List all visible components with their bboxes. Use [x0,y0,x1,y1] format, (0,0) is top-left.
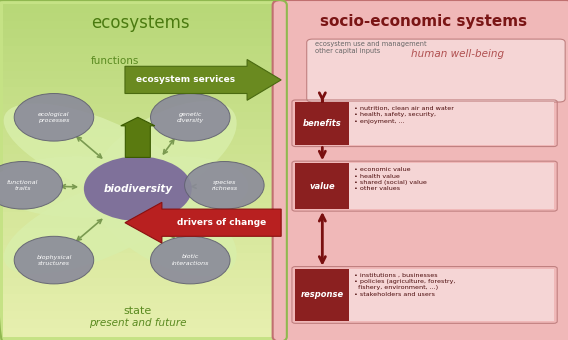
Bar [3,294,278,304]
FancyBboxPatch shape [0,0,287,340]
Bar [3,37,278,47]
Bar [3,87,278,96]
Ellipse shape [185,162,264,209]
FancyBboxPatch shape [273,0,568,340]
Bar [3,253,278,262]
Bar [3,112,278,121]
Text: benefits: benefits [303,119,342,128]
Ellipse shape [151,236,230,284]
Bar [3,71,278,80]
Text: drivers of change: drivers of change [177,218,266,227]
Text: value: value [310,182,335,191]
Text: • institutions , businesses
• policies (agriculture, forestry,
  fishery, enviro: • institutions , businesses • policies (… [354,273,455,297]
Bar [3,328,278,337]
Text: present and future: present and future [89,318,186,328]
Text: functions: functions [91,56,139,66]
Ellipse shape [91,101,237,205]
Bar [3,13,278,22]
Ellipse shape [91,172,237,276]
Text: biotic
interactions: biotic interactions [172,255,209,266]
Bar [295,269,349,321]
Bar [3,145,278,154]
FancyArrowPatch shape [77,220,102,240]
Bar [3,237,278,245]
Text: ecosystem services: ecosystem services [136,75,236,84]
FancyArrowPatch shape [164,140,174,154]
Text: response: response [301,290,344,300]
Text: ecological
processes: ecological processes [38,112,70,123]
Bar [3,29,278,38]
Bar [3,137,278,146]
Bar [3,311,278,320]
Polygon shape [125,59,281,100]
Bar [3,319,278,328]
FancyArrowPatch shape [186,185,196,189]
Ellipse shape [3,175,188,274]
Bar [3,79,278,88]
Text: • nutrition, clean air and water
• health, safety, security,
• enjoyment, ...: • nutrition, clean air and water • healt… [354,106,454,124]
Bar [295,102,349,144]
Bar [3,220,278,229]
Polygon shape [121,117,155,157]
Text: genetic
diversity: genetic diversity [177,112,204,123]
Ellipse shape [84,156,192,221]
Text: species
richness: species richness [211,180,237,191]
Ellipse shape [14,236,94,284]
Bar [295,163,349,209]
Bar [349,163,554,209]
Ellipse shape [3,103,188,203]
Bar [3,228,278,237]
Bar [3,154,278,163]
Bar [3,178,278,187]
Bar [3,63,278,71]
Ellipse shape [14,94,94,141]
Bar [3,278,278,287]
Bar [3,104,278,113]
Bar [3,4,278,13]
Bar [3,195,278,204]
Bar [3,303,278,312]
Text: ecosystem use and management
other capital inputs: ecosystem use and management other capit… [315,41,427,54]
Bar [3,129,278,138]
Ellipse shape [151,94,230,141]
Polygon shape [125,202,281,243]
Bar [3,261,278,270]
Text: functional
traits: functional traits [7,180,39,191]
Text: ecosystems: ecosystems [91,14,190,32]
FancyArrowPatch shape [61,185,77,189]
Ellipse shape [0,156,170,218]
Text: state: state [124,306,152,316]
Bar [3,162,278,171]
FancyArrowPatch shape [77,137,102,158]
Bar [3,211,278,221]
Bar [3,170,278,179]
Text: human well-being: human well-being [411,49,504,58]
Bar [3,286,278,295]
Bar [3,203,278,212]
Bar [349,102,554,144]
Bar [3,21,278,30]
Ellipse shape [0,162,62,209]
Bar [3,46,278,55]
Ellipse shape [114,156,248,218]
FancyBboxPatch shape [307,39,565,102]
Bar [3,270,278,278]
Bar [3,120,278,130]
Bar [3,187,278,196]
FancyArrowPatch shape [164,224,174,238]
Bar [349,269,554,321]
Text: biophysical
structures: biophysical structures [36,255,72,266]
Text: socio-economic systems: socio-economic systems [320,14,527,29]
Bar [3,96,278,105]
Text: • economic value
• health value
• shared (social) value
• other values: • economic value • health value • shared… [354,167,427,191]
Text: biodiversity: biodiversity [103,184,172,194]
Bar [3,54,278,63]
Bar [3,245,278,254]
